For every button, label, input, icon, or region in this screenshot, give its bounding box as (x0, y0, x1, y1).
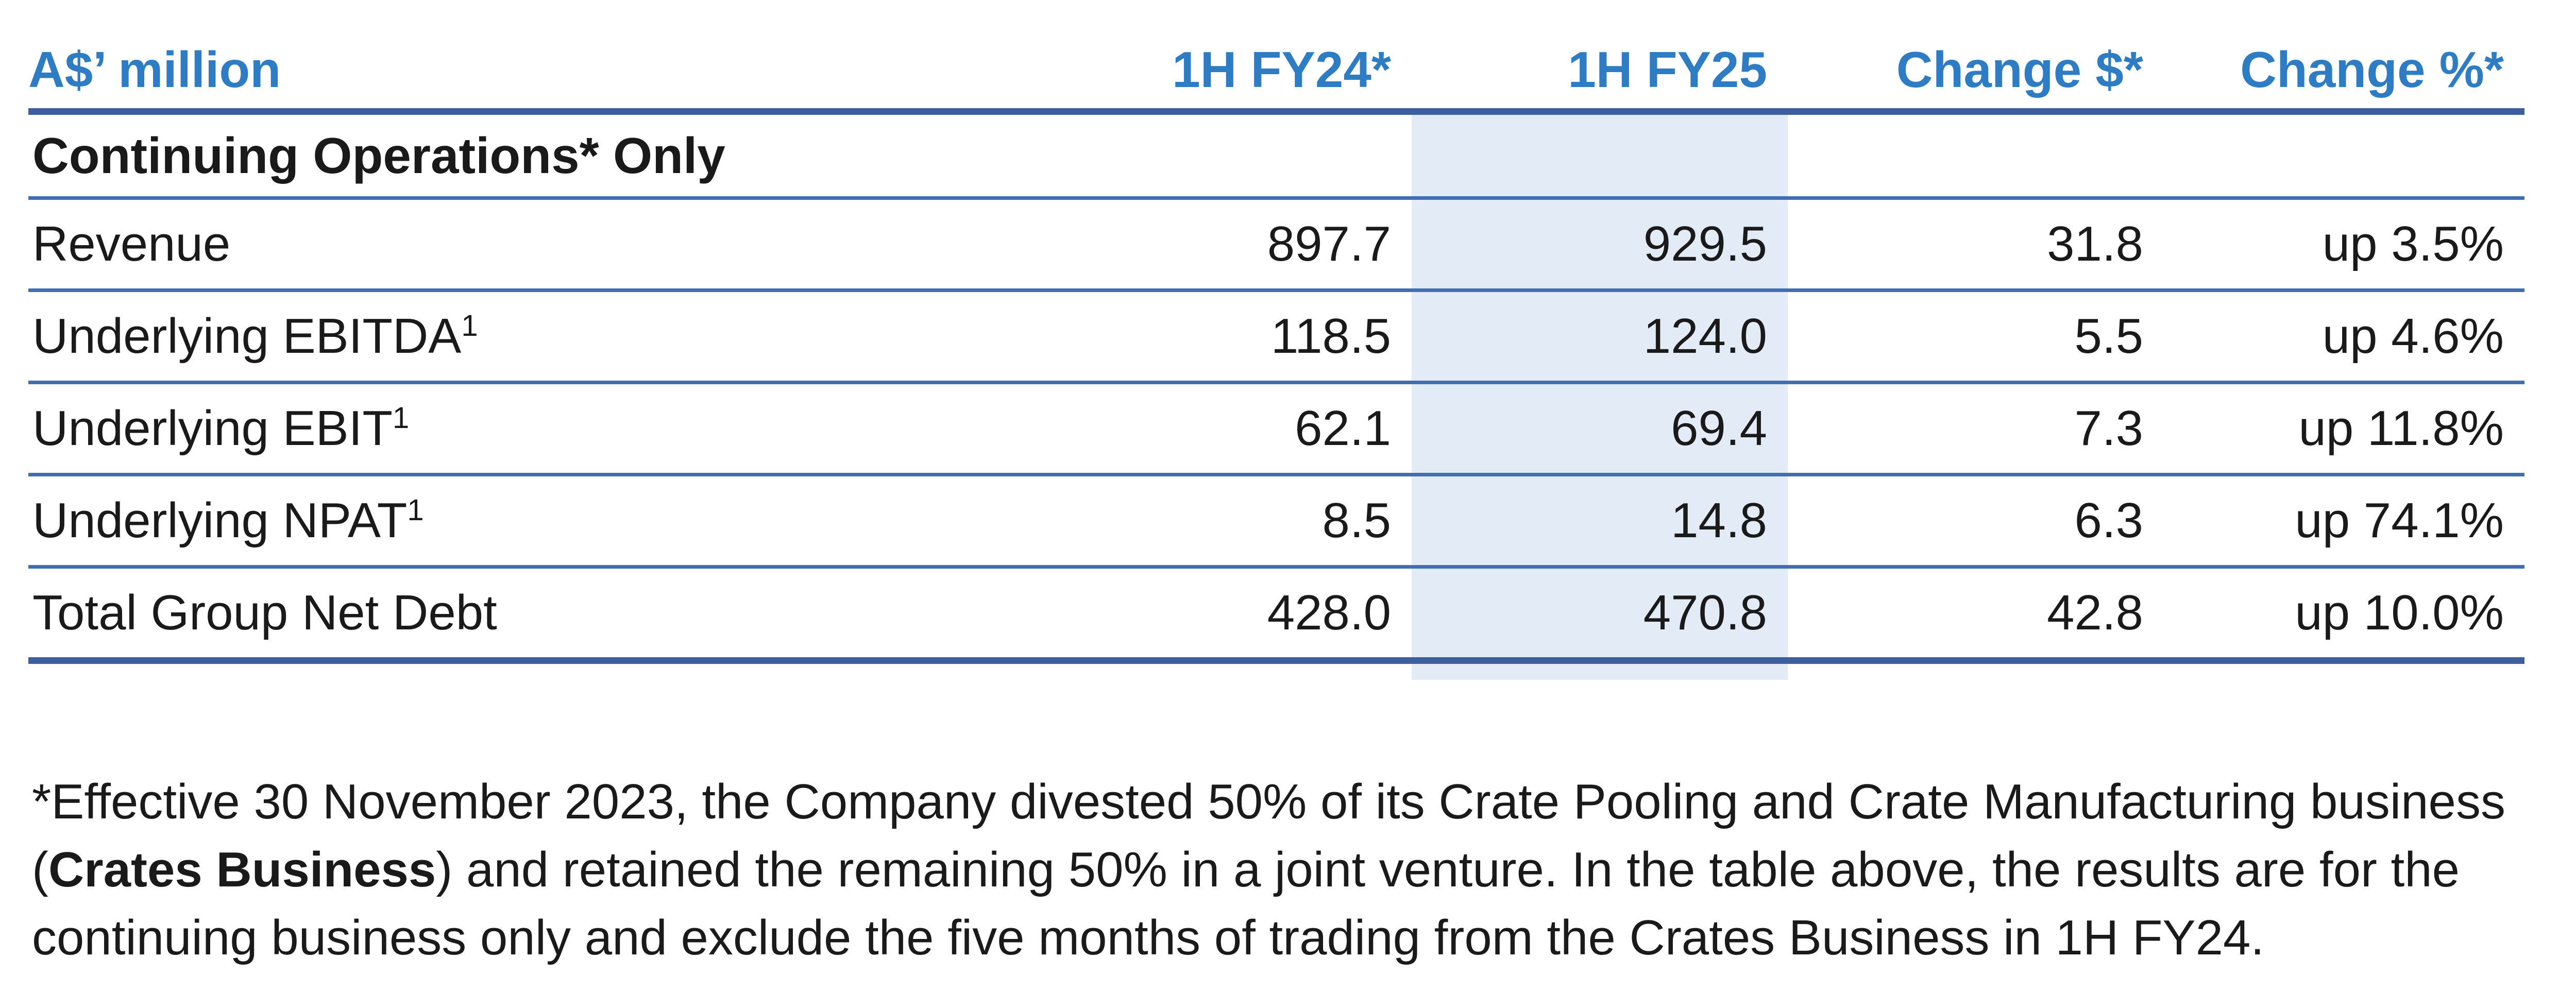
header-change-percent: Change %* (2164, 31, 2524, 115)
table-row: Underlying EBITDA1 118.5 124.0 5.5 up 4.… (28, 290, 2524, 384)
row-footnote-marker: 1 (461, 309, 478, 343)
footnote-bold-term: Crates Business (48, 842, 436, 897)
table-header-row: A$’ million 1H FY24* 1H FY25 Change $* C… (28, 31, 2524, 115)
row-label-text: Underlying EBITDA (32, 309, 462, 364)
row-change-value: 31.8 (1788, 198, 2164, 292)
row-change-value: 5.5 (1788, 290, 2164, 384)
row-fy25-value: 124.0 (1412, 290, 1788, 384)
row-fy24-value: 428.0 (1077, 567, 1412, 664)
row-label-text: Underlying EBIT (32, 401, 393, 456)
footnote: *Effective 30 November 2023, the Company… (32, 768, 2531, 972)
row-change-value: 6.3 (1788, 474, 2164, 569)
header-change-dollar: Change $* (1788, 31, 2164, 115)
row-fy25-value: 470.8 (1412, 567, 1788, 664)
table-row: Underlying NPAT1 8.5 14.8 6.3 up 74.1% (28, 474, 2524, 569)
row-fy24-value: 8.5 (1077, 474, 1412, 569)
footnote-text-end: ) and retained the remaining 50% in a jo… (32, 842, 2460, 965)
table-row: Revenue 897.7 929.5 31.8 up 3.5% (28, 198, 2524, 292)
table-row: Total Group Net Debt 428.0 470.8 42.8 up… (28, 567, 2524, 664)
section-title: Continuing Operations* Only (28, 111, 2524, 200)
row-change-value: 42.8 (1788, 567, 2164, 664)
row-label: Underlying EBITDA1 (28, 290, 1077, 384)
row-label: Underlying EBIT1 (28, 382, 1077, 476)
row-label-text: Total Group Net Debt (32, 585, 497, 640)
row-label: Total Group Net Debt (28, 567, 1077, 664)
row-fy25-value: 929.5 (1412, 198, 1788, 292)
row-fy24-value: 62.1 (1077, 382, 1412, 476)
row-change-value: 7.3 (1788, 382, 2164, 476)
row-fy25-value: 69.4 (1412, 382, 1788, 476)
results-table: A$’ million 1H FY24* 1H FY25 Change $* C… (28, 31, 2524, 664)
header-1h-fy24: 1H FY24* (1077, 31, 1412, 115)
row-label: Revenue (28, 198, 1077, 292)
row-change-percent: up 10.0% (2164, 567, 2524, 664)
row-label-text: Revenue (32, 216, 231, 271)
row-change-percent: up 74.1% (2164, 474, 2524, 569)
row-label: Underlying NPAT1 (28, 474, 1077, 569)
row-footnote-marker: 1 (407, 493, 424, 527)
row-change-percent: up 11.8% (2164, 382, 2524, 476)
row-change-percent: up 4.6% (2164, 290, 2524, 384)
header-1h-fy25: 1H FY25 (1412, 31, 1788, 115)
row-fy24-value: 118.5 (1077, 290, 1412, 384)
row-label-text: Underlying NPAT (32, 493, 408, 548)
footnote-text-start: *Effective 30 November 2023, the Company… (32, 774, 2505, 897)
section-row: Continuing Operations* Only (28, 111, 2524, 200)
header-units: A$’ million (28, 31, 1077, 115)
row-fy25-value: 14.8 (1412, 474, 1788, 569)
table-row: Underlying EBIT1 62.1 69.4 7.3 up 11.8% (28, 382, 2524, 476)
row-fy24-value: 897.7 (1077, 198, 1412, 292)
row-change-percent: up 3.5% (2164, 198, 2524, 292)
row-footnote-marker: 1 (392, 401, 410, 435)
